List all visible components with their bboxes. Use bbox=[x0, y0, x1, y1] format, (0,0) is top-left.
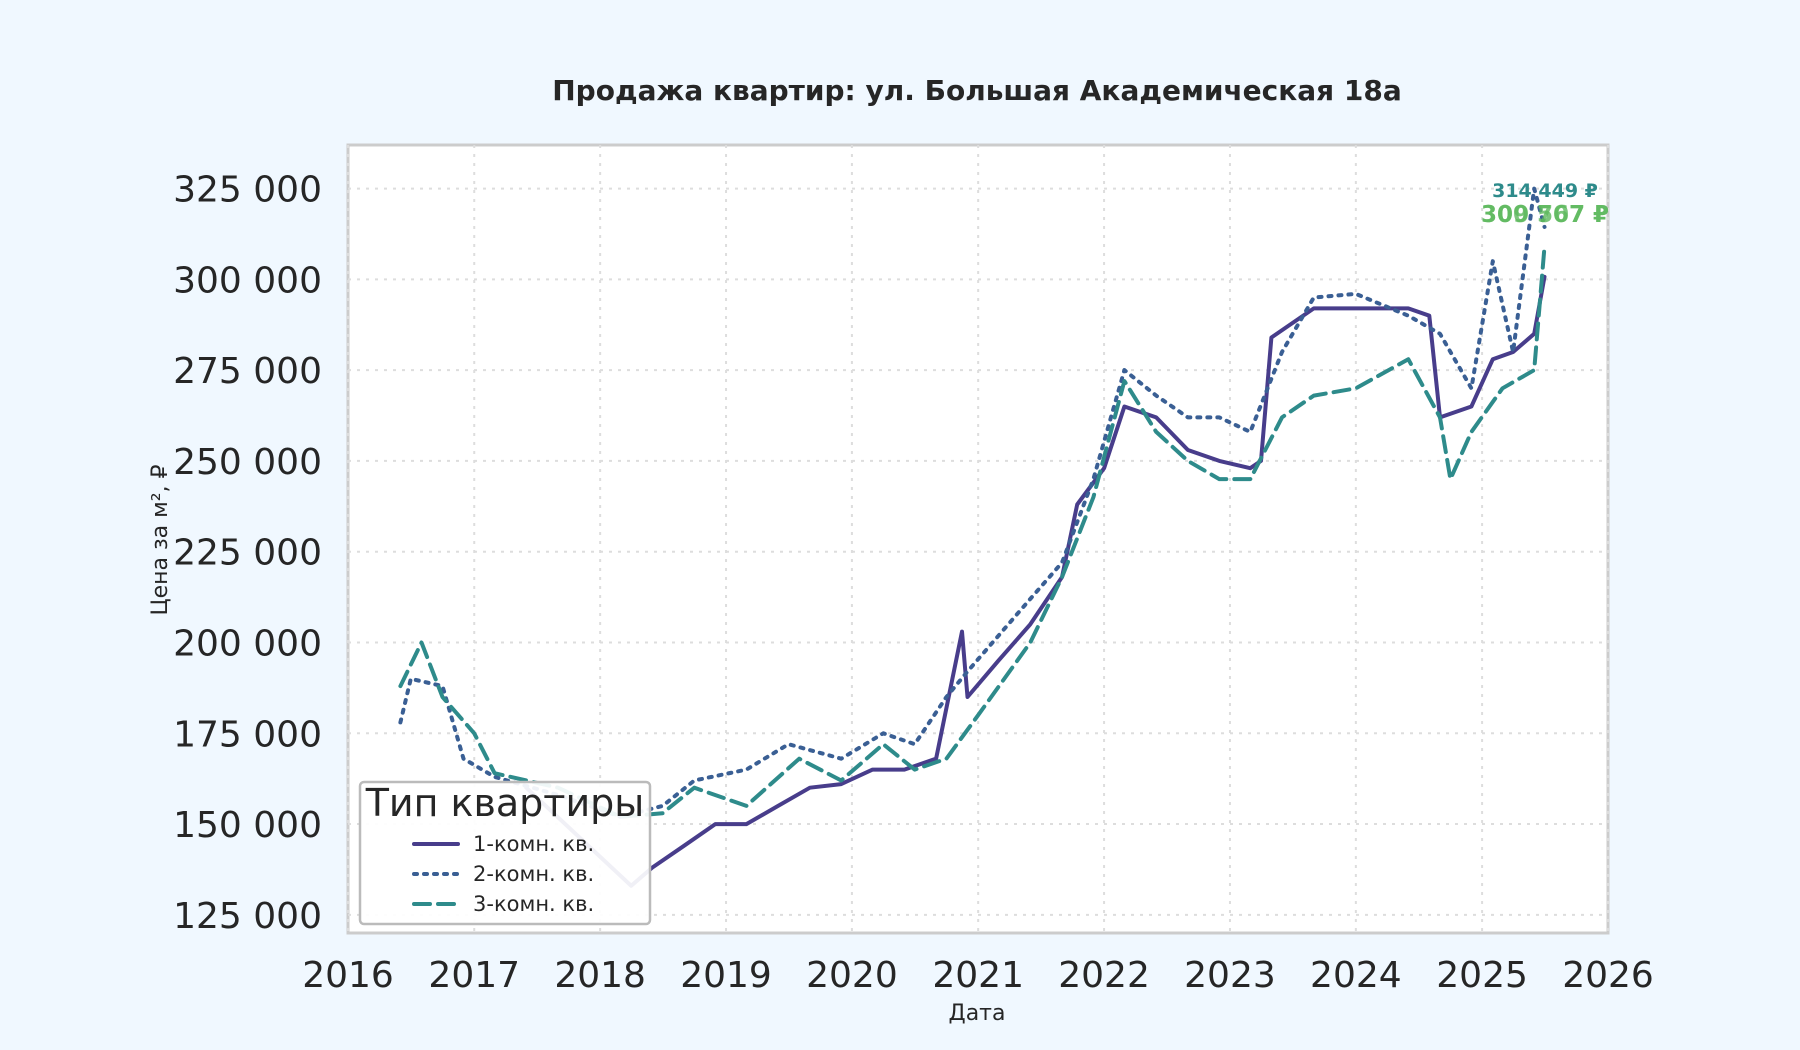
x-tick-label: 2016 bbox=[302, 955, 394, 996]
y-tick-label: 125 000 bbox=[173, 896, 322, 937]
legend-label: 3-комн. кв. bbox=[473, 892, 594, 916]
x-tick-label: 2025 bbox=[1436, 955, 1528, 996]
x-tick-label: 2019 bbox=[680, 955, 772, 996]
x-tick-label: 2021 bbox=[932, 955, 1024, 996]
end-value-label: 314 449 ₽ bbox=[1492, 180, 1598, 202]
x-tick-label: 2023 bbox=[1184, 955, 1276, 996]
x-axis: 2016 2017 2018 2019 2020 2021 2022 2023 2024 2025… bbox=[302, 955, 1654, 996]
legend-title: Тип квартиры bbox=[365, 781, 645, 825]
grid bbox=[347, 145, 1609, 933]
legend: Тип квартиры 1-комн. кв. 2-комн. кв. 3-ком… bbox=[358, 780, 652, 926]
end-value-label: 300 707 ₽ bbox=[1481, 202, 1609, 228]
x-tick-label: 2022 bbox=[1058, 955, 1150, 996]
end-labels: 314 449 ₽309 567 ₽300 707 ₽ bbox=[1481, 180, 1609, 228]
x-tick-label: 2020 bbox=[806, 955, 898, 996]
y-tick-label: 150 000 bbox=[173, 805, 322, 846]
chart-title: Продажа квартир: ул. Большая Академическ… bbox=[552, 74, 1402, 107]
x-tick-label: 2026 bbox=[1562, 955, 1654, 996]
end-value-label: 309 567 ₽ bbox=[1481, 202, 1609, 228]
y-axis-label: Цена за м², ₽ bbox=[148, 464, 173, 615]
y-tick-label: 175 000 bbox=[173, 714, 322, 755]
legend-label: 1-комн. кв. bbox=[473, 832, 594, 856]
y-tick-label: 200 000 bbox=[173, 623, 322, 664]
y-tick-label: 300 000 bbox=[173, 260, 322, 301]
legend-entries: 1-комн. кв. 2-комн. кв. 3-комн. кв. bbox=[412, 832, 594, 916]
x-tick-label: 2017 bbox=[428, 955, 520, 996]
y-tick-label: 250 000 bbox=[173, 442, 322, 483]
y-tick-label: 225 000 bbox=[173, 533, 322, 574]
y-tick-label: 325 000 bbox=[173, 170, 322, 211]
x-tick-label: 2024 bbox=[1310, 955, 1402, 996]
x-axis-label: Дата bbox=[949, 1001, 1006, 1026]
legend-label: 2-комн. кв. bbox=[473, 862, 594, 886]
y-tick-label: 275 000 bbox=[173, 351, 322, 392]
y-axis: 125 000 150 000 175 000 200 000 225 000 250 0… bbox=[173, 170, 322, 937]
legend-box bbox=[358, 780, 652, 926]
x-tick-label: 2018 bbox=[554, 955, 646, 996]
